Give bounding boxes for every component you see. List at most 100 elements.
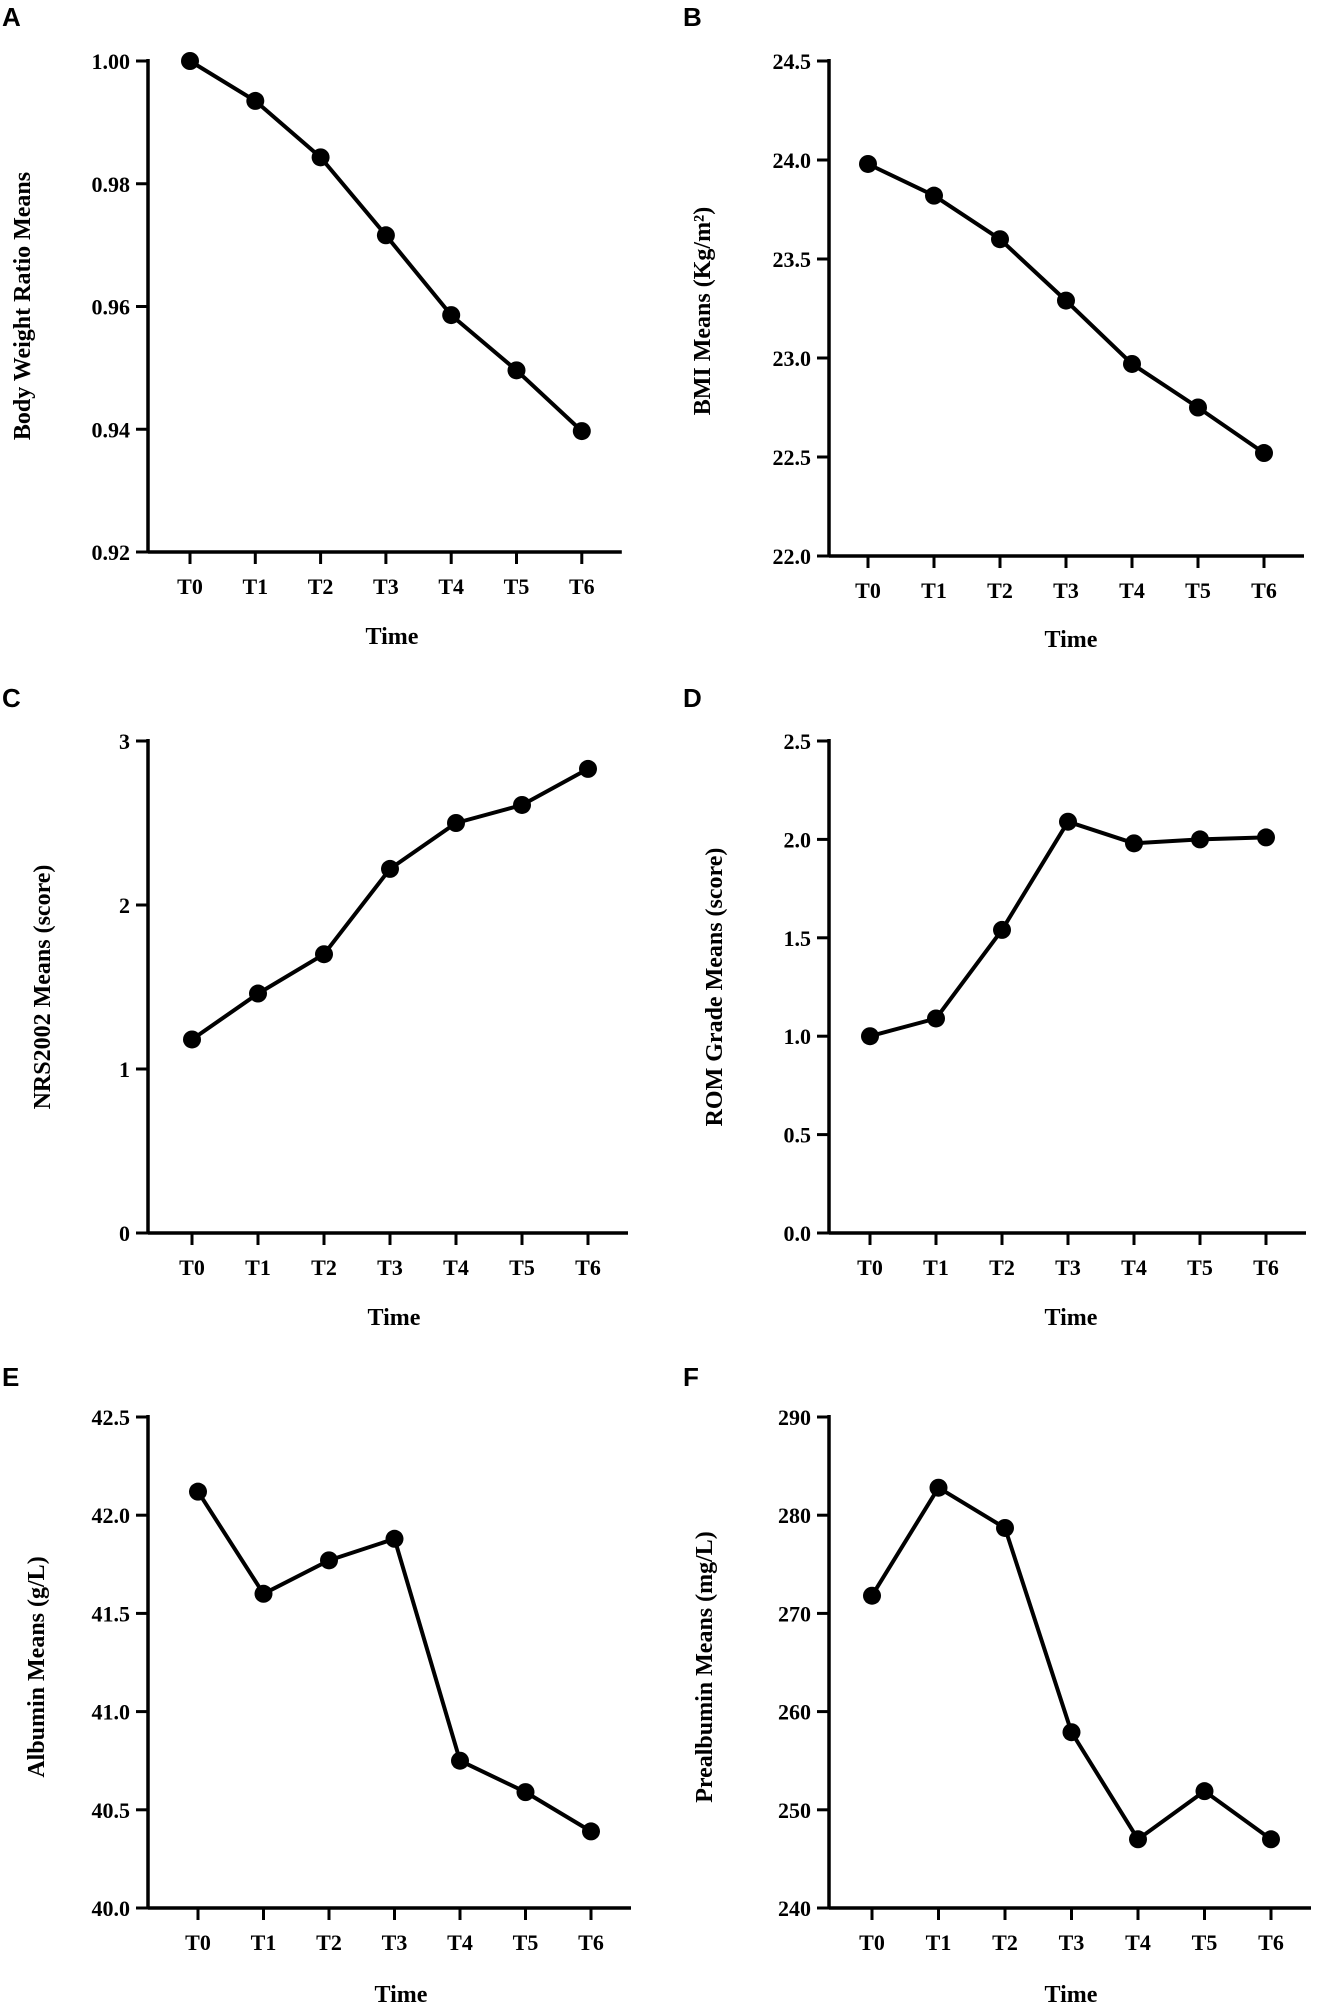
x-tick-label: T1 [923,1255,949,1280]
x-tick-label: T3 [1055,1255,1081,1280]
x-tick-label: T1 [242,574,268,599]
data-point [861,1027,879,1046]
data-point [1062,1723,1081,1742]
x-tick-label: T2 [316,1930,342,1955]
x-tick-label: T2 [987,578,1013,603]
panel-letter: D [683,683,702,713]
x-tick-label: T4 [1121,1255,1147,1280]
y-tick-label: 40.0 [92,1896,131,1921]
y-tick-label: 24.5 [773,49,812,74]
panel-a: A Body Weight Ratio Means Time 0.92 0.94 0… [2,2,622,650]
x-axis-title: Time [366,624,419,650]
data-point [507,361,526,380]
y-tick-label: 0.0 [784,1221,812,1246]
panel-f: F Prealbumin Means (mg/L) Time 240 250 260… [683,1362,1311,2006]
x-axis-title: Time [1045,627,1098,653]
y-axis-title: Prealbumin Means (mg/L) [692,1531,718,1803]
panel-letter: C [2,683,21,713]
data-point [1255,444,1273,463]
y-tick-label: 1 [119,1057,130,1082]
y-tick-label: 23.0 [773,346,812,371]
y-tick-label: 290 [778,1405,811,1430]
x-tick-label: T5 [513,1930,539,1955]
x-tick-label: T0 [179,1255,205,1280]
x-tick-label: T4 [443,1255,469,1280]
data-point [859,154,877,173]
x-tick-label: T2 [311,1255,337,1280]
x-tick-label: T0 [177,574,203,599]
data-point [451,1751,469,1770]
data-point [1129,1830,1147,1849]
x-tick-label: T6 [575,1255,601,1280]
y-tick-label: 1.0 [784,1024,812,1049]
x-tick-label: T1 [926,1930,952,1955]
x-tick-label: T4 [447,1930,473,1955]
data-point [320,1551,338,1570]
y-tick-label: 41.0 [92,1700,131,1725]
y-tick-label: 260 [778,1700,811,1725]
data-point [516,1783,535,1802]
panel-c: C NRS2002 Means (score) Time 0 1 2 3 T0 T1 T2 T… [2,683,628,1331]
y-tick-label: 2.5 [784,729,812,754]
data-point [579,759,597,778]
y-tick-label: 270 [778,1601,811,1626]
x-tick-label: T3 [1059,1930,1085,1955]
y-tick-label: 3 [119,729,130,754]
data-point [929,1478,948,1497]
y-axis-title: BMI Means (Kg/m²) [690,207,716,416]
data-point [246,91,265,110]
x-tick-label: T3 [1053,578,1079,603]
y-tick-label: 42.0 [92,1503,131,1528]
x-tick-label: T6 [569,574,595,599]
y-tick-label: 22.0 [773,544,812,569]
data-point [376,226,395,245]
data-point [996,1518,1014,1537]
y-axis-title: NRS2002 Means (score) [30,865,56,1110]
data-point [993,920,1011,939]
y-tick-label: 280 [778,1503,811,1528]
x-tick-label: T5 [1185,578,1211,603]
x-tick-label: T0 [859,1930,885,1955]
x-tick-label: T5 [509,1255,535,1280]
panel-letter: B [683,2,702,32]
x-tick-label: T6 [1251,578,1277,603]
data-point [1059,812,1077,831]
x-tick-label: T0 [857,1255,883,1280]
data-point [447,814,465,832]
data-point [1262,1830,1280,1849]
data-point [1189,398,1207,417]
y-tick-label: 0.98 [92,172,131,197]
y-tick-label: 0.94 [92,417,131,442]
data-point [1191,830,1209,849]
x-tick-label: T6 [1258,1930,1284,1955]
data-point [249,984,267,1003]
data-point [315,945,333,964]
x-tick-label: T6 [578,1930,604,1955]
x-tick-label: T3 [382,1930,408,1955]
data-point [1125,834,1143,853]
x-tick-label: T2 [308,574,334,599]
y-axis-title: Albumin Means (g/L) [24,1556,50,1777]
x-axis-title: Time [375,1982,428,2006]
x-tick-label: T3 [373,574,399,599]
data-point [991,230,1009,249]
data-point [1123,354,1141,373]
y-tick-label: 1.00 [92,49,131,74]
x-tick-label: T5 [1192,1930,1218,1955]
x-tick-label: T4 [1125,1930,1151,1955]
x-axis-title: Time [1045,1982,1098,2006]
data-point [189,1482,207,1501]
data-point [572,422,591,441]
data-point [1257,828,1275,847]
data-point [381,859,399,878]
panel-letter: F [683,1362,699,1392]
y-tick-label: 0.92 [92,540,131,565]
data-point [254,1584,273,1603]
data-point [311,148,330,167]
panel-letter: E [2,1362,19,1392]
x-tick-label: T0 [855,578,881,603]
y-tick-label: 0.96 [92,295,131,320]
x-tick-label: T0 [185,1930,211,1955]
x-tick-label: T1 [245,1255,271,1280]
